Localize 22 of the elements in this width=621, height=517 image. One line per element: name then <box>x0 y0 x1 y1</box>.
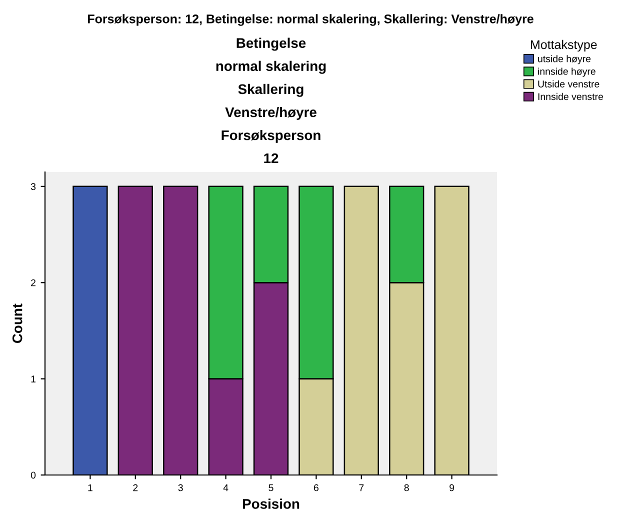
x-tick-label: 2 <box>133 484 138 492</box>
x-tick-label: 8 <box>404 484 409 492</box>
legend-label: utside høyre <box>538 55 591 64</box>
x-tick-label: 6 <box>314 484 318 492</box>
legend-label: innside høyre <box>538 68 596 77</box>
y-axis-title: Count <box>12 304 22 343</box>
x-axis-title: Posision <box>242 498 300 509</box>
legend-label: Innside venstre <box>538 92 603 100</box>
x-tick-label: 3 <box>178 484 183 492</box>
y-tick-label: 0 <box>30 472 36 479</box>
legend-label: Utside venstre <box>538 80 600 88</box>
legend-title: Mottakstype <box>530 40 597 52</box>
y-tick-label: 3 <box>30 183 36 190</box>
x-tick-label: 5 <box>268 484 274 492</box>
chart-title: Forsøksperson: 12, Betingelse: normal skalering, Skallering: Venstre/høyre <box>88 14 534 26</box>
x-tick-label: 7 <box>359 484 364 492</box>
y-tick-label: 2 <box>31 279 36 286</box>
x-tick-label: 9 <box>450 484 454 492</box>
y-tick-label: 1 <box>31 376 36 382</box>
x-tick-label: 4 <box>223 484 228 492</box>
x-tick-label: 1 <box>88 484 92 492</box>
chart-subtitle: Betingelse normal skalering Skallering Venstre/høyre Forsøksperson 12 <box>216 38 326 164</box>
